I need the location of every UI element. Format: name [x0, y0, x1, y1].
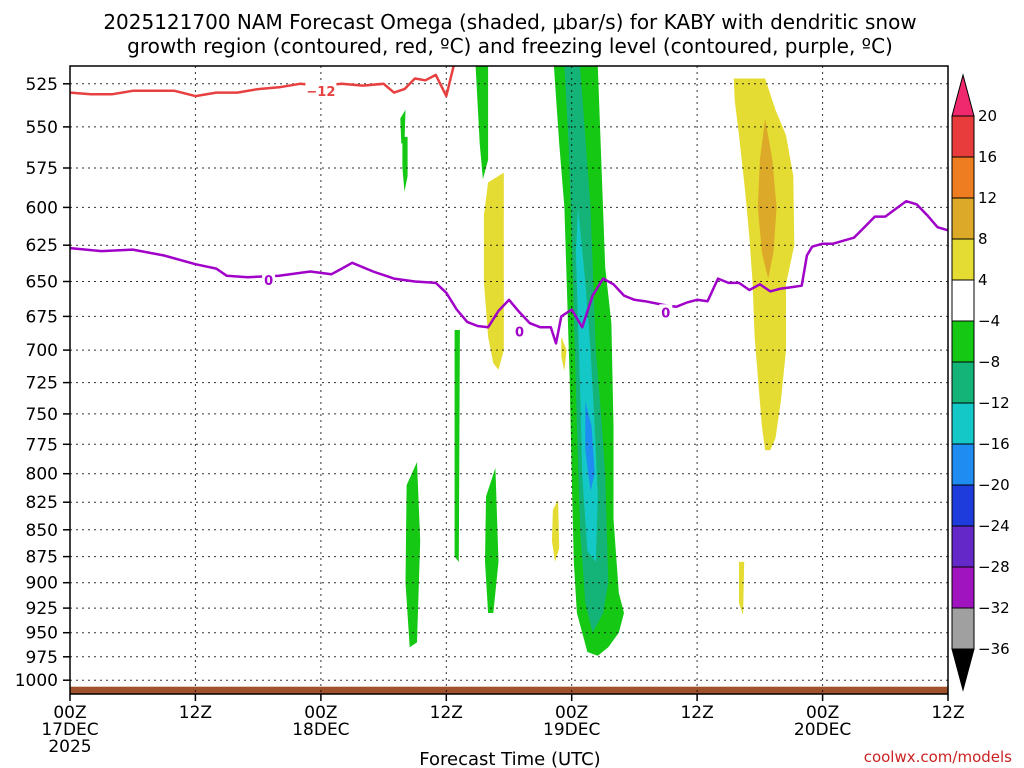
- contour-line-1: [70, 66, 455, 98]
- colorbar-label: −4: [978, 312, 1000, 330]
- omega-region-3: [551, 499, 560, 562]
- colorbar-swatch: [951, 484, 975, 527]
- colorbar-label: −28: [978, 558, 1010, 576]
- colorbar-swatch: [951, 648, 975, 692]
- y-tick-label: 775: [26, 435, 58, 455]
- omega-region-6: [739, 561, 745, 615]
- y-tick-label: 950: [26, 624, 58, 644]
- y-tick-label: 975: [26, 648, 58, 668]
- contour-label: −12: [306, 85, 335, 100]
- omega-region-10: [400, 109, 406, 144]
- colorbar-swatch: [951, 402, 975, 445]
- x-tick-label: 2025: [48, 737, 91, 757]
- credit-text[interactable]: coolwx.com/models: [864, 748, 1012, 766]
- y-tick-label: 625: [26, 236, 58, 256]
- x-tick-label: 00Z: [304, 703, 337, 723]
- x-tick-label: 12Z: [430, 703, 463, 723]
- colorbar-label: −32: [978, 599, 1010, 617]
- contour-label: 0: [515, 325, 524, 340]
- colorbar-label: −36: [978, 640, 1010, 658]
- colorbar-label: −16: [978, 435, 1010, 453]
- x-tick-label: 00Z: [555, 703, 588, 723]
- y-tick-label: 675: [26, 307, 58, 327]
- colorbar-label: −12: [978, 394, 1010, 412]
- colorbar-label: −20: [978, 476, 1010, 494]
- omega-region-11: [454, 330, 460, 562]
- y-tick-label: 800: [26, 465, 58, 485]
- omega-region-0: [483, 172, 504, 370]
- y-tick-label: 525: [26, 75, 58, 95]
- omega-region-12: [405, 462, 421, 648]
- omega-region-9: [402, 136, 408, 192]
- y-tick-label: 825: [26, 493, 58, 513]
- omega-region-1: [733, 78, 795, 451]
- contour-label-bg: [659, 304, 673, 320]
- y-tick-label: 575: [26, 159, 58, 179]
- y-tick-label: 875: [26, 548, 58, 568]
- plot-frame: [69, 65, 949, 695]
- colorbar-label: 20: [978, 107, 997, 125]
- colorbar-swatch: [951, 279, 975, 322]
- y-tick-label: 1000: [15, 671, 58, 691]
- x-tick-label: 00Z: [53, 703, 86, 723]
- x-tick-label: 12Z: [680, 703, 713, 723]
- colorbar-label: 4: [978, 271, 988, 289]
- x-tick-label: 00Z: [806, 703, 839, 723]
- y-tick-label: 750: [26, 405, 58, 425]
- x-tick-label: 18DEC: [292, 720, 349, 740]
- colorbar-swatch: [951, 197, 975, 240]
- x-tick-label: 17DEC: [41, 720, 98, 740]
- x-tick-label: 19DEC: [543, 720, 600, 740]
- y-tick-label: 550: [26, 118, 58, 138]
- colorbar-swatch: [951, 525, 975, 568]
- y-tick-label: 850: [26, 521, 58, 541]
- y-tick-label: 700: [26, 341, 58, 361]
- y-tick-label: 725: [26, 374, 58, 394]
- y-tick-label: 600: [26, 198, 58, 218]
- colorbar-swatch: [951, 156, 975, 199]
- colorbar-label: −24: [978, 517, 1010, 535]
- x-tick-label: 20DEC: [794, 720, 851, 740]
- colorbar-label: 12: [978, 189, 997, 207]
- colorbar: 20 16 12 8 4 −4 −8 −12 −16 −20 −24 −28 −32 −36: [951, 73, 1010, 692]
- y-tick-label: 925: [26, 599, 58, 619]
- colorbar-swatch: [951, 607, 975, 650]
- omega-region-16: [585, 401, 595, 491]
- contour-label-bg: [262, 272, 276, 288]
- title-line-1: 2025121700 NAM Forecast Omega (shaded, μ…: [103, 10, 916, 34]
- colorbar-swatch: [951, 443, 975, 486]
- chart-title: 2025121700 NAM Forecast Omega (shaded, μ…: [103, 10, 916, 58]
- contour-line-0: [70, 199, 948, 345]
- colorbar-swatch: [951, 115, 975, 158]
- contour-label: 0: [264, 274, 273, 289]
- colorbar-swatch: [951, 238, 975, 281]
- colorbar-label: −8: [978, 353, 1000, 371]
- colorbar-swatch: [951, 361, 975, 404]
- contour-label: 0: [661, 306, 670, 321]
- x-tick-label: 12Z: [931, 703, 964, 723]
- omega-region-4: [561, 336, 567, 371]
- y-tick-label: 900: [26, 574, 58, 594]
- title-line-2: growth region (contoured, red, ºC) and f…: [127, 34, 893, 58]
- x-tick-label: 12Z: [179, 703, 212, 723]
- x-axis-label: Forecast Time (UTC): [419, 749, 600, 768]
- omega-region-13: [485, 467, 499, 613]
- omega-region-2: [757, 118, 777, 279]
- contour-label-bg: [513, 323, 526, 339]
- colorbar-label: 16: [978, 148, 997, 166]
- colorbar-swatch: [951, 73, 975, 117]
- colorbar-swatch: [951, 566, 975, 609]
- contour-label-bg: [305, 82, 337, 98]
- terrain-band: [70, 686, 948, 694]
- colorbar-swatch: [951, 320, 975, 363]
- omega-region-8: [475, 66, 489, 180]
- colorbar-label: 8: [978, 230, 988, 248]
- y-tick-label: 650: [26, 273, 58, 293]
